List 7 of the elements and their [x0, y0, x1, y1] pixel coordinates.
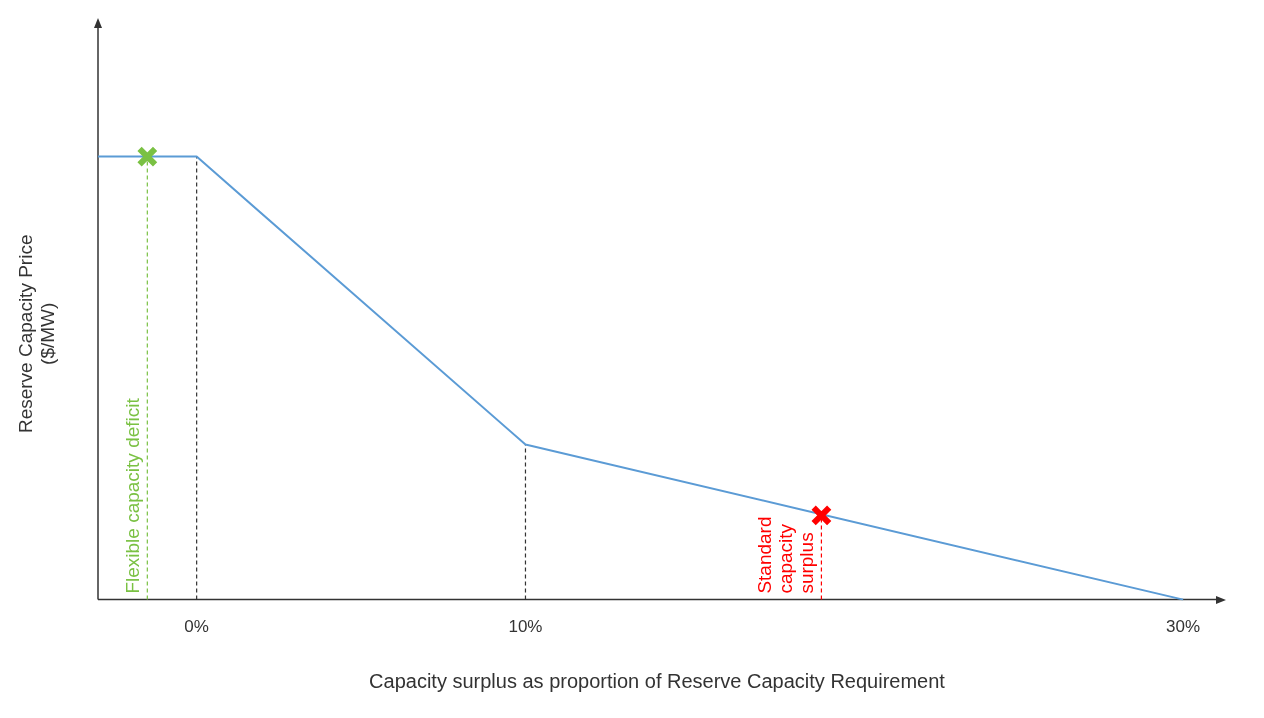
x-tick-label: 0% [184, 617, 209, 637]
x-axis-title: Capacity surplus as proportion of Reserve Capacity Requirement [369, 669, 946, 692]
x-tick-label: 10% [508, 617, 543, 637]
ref-line-label: Standard capacity surplus [754, 516, 818, 594]
y-axis-title: Reserve Capacity Price ($/MW) [15, 234, 59, 434]
ref-line-label: Flexible capacity deficit [122, 397, 144, 594]
x-tick-label: 30% [1166, 617, 1201, 637]
